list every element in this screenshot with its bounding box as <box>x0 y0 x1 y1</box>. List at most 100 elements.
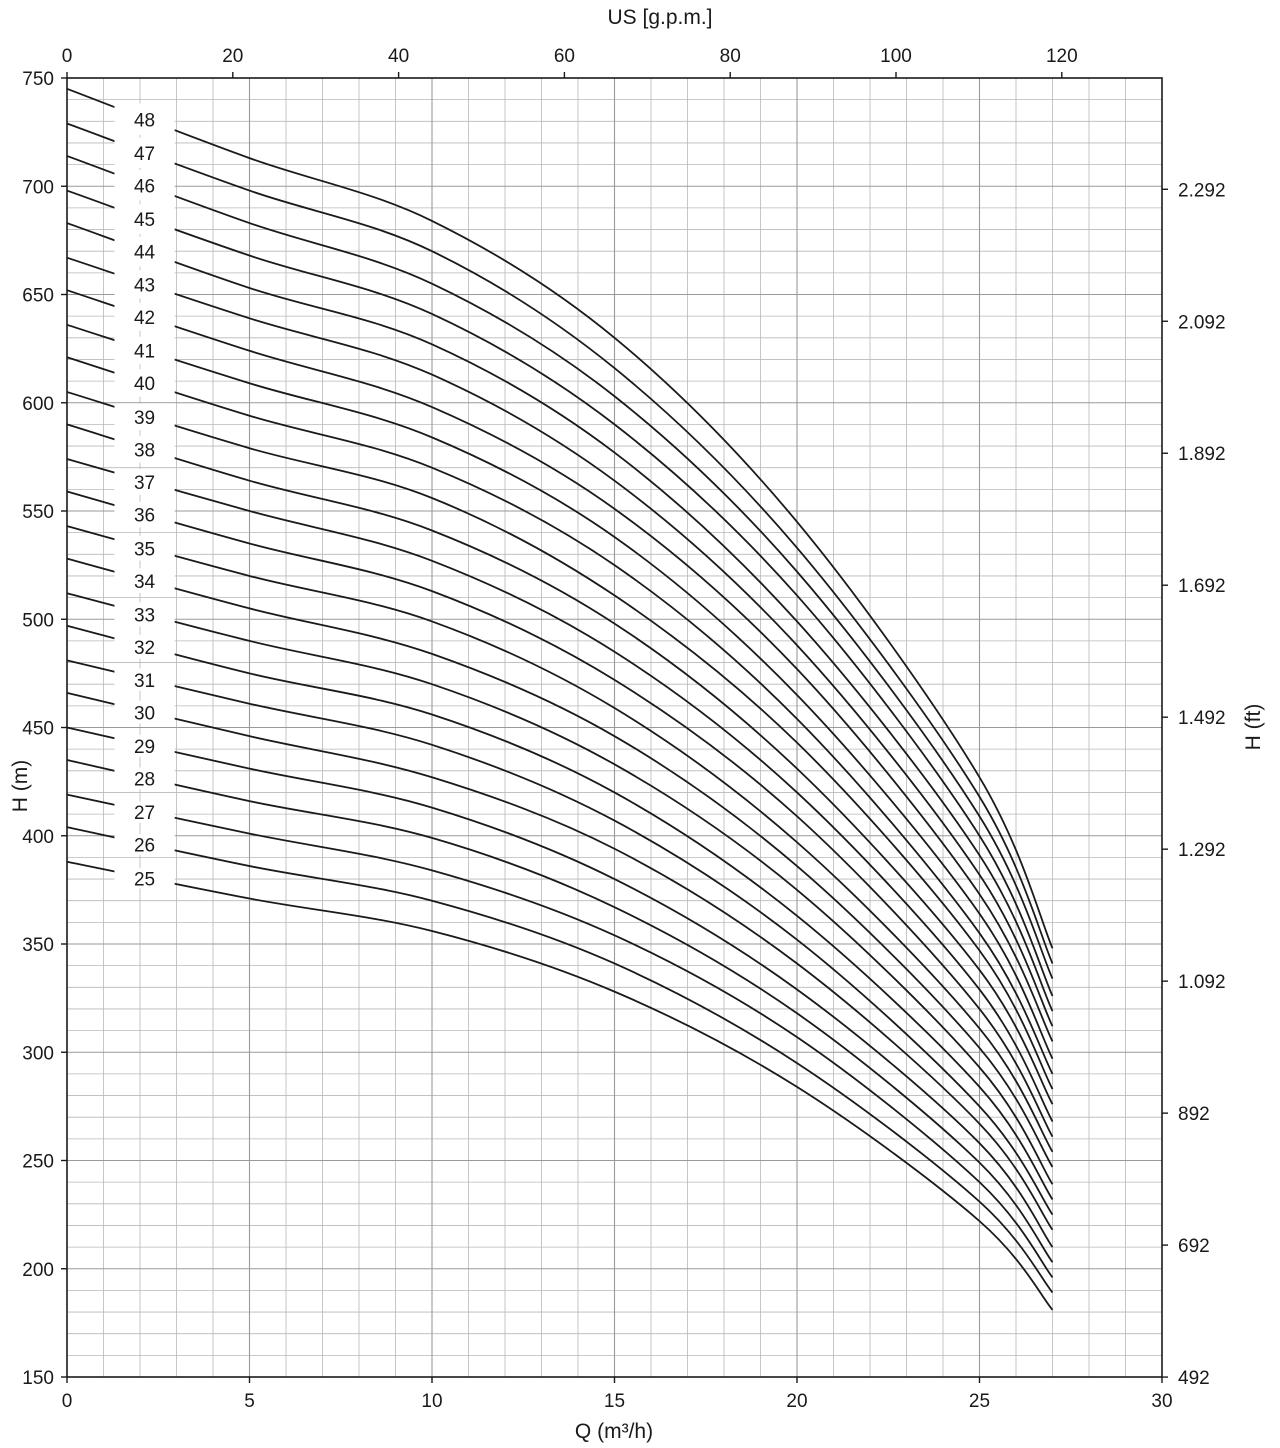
y2-tick-label: 1.892 <box>1178 444 1226 465</box>
curve-label-25: 25 <box>134 869 155 890</box>
curve-label-35: 35 <box>134 539 155 560</box>
y2-tick-label: 892 <box>1178 1104 1210 1125</box>
pump-curve-38 <box>66 423 1054 1105</box>
pump-curve-32 <box>66 624 1054 1200</box>
curve-label-41: 41 <box>134 342 155 363</box>
curve-label-background <box>114 602 175 627</box>
curve-label-background <box>114 501 175 528</box>
curve-label-background <box>114 435 175 463</box>
pump-curve-48 <box>66 87 1054 949</box>
curve-label-background <box>114 369 175 397</box>
y-tick-label: 450 <box>22 719 54 740</box>
y2-tick-label: 692 <box>1178 1236 1210 1257</box>
curve-label-background <box>114 302 175 331</box>
pump-curve-37 <box>66 458 1054 1122</box>
x2-axis-title: US [g.p.m.] <box>607 6 712 29</box>
pump-curve-47 <box>66 122 1054 964</box>
x-axis-bottom: 0 5 10 15 20 25 30 <box>62 1391 1173 1412</box>
y-tick-label: 700 <box>22 177 54 198</box>
pump-curve-36 <box>66 490 1054 1138</box>
x2-tick-label: 60 <box>554 46 575 67</box>
curve-label-44: 44 <box>134 243 156 264</box>
pump-curve-25 <box>66 860 1054 1311</box>
y-tick-label: 750 <box>22 69 54 90</box>
pump-curve-42 <box>66 289 1054 1042</box>
curve-label-48: 48 <box>134 110 155 131</box>
curve-label-background <box>114 767 175 790</box>
curve-label-background <box>114 270 175 299</box>
curve-label-33: 33 <box>134 606 155 627</box>
x2-tick-label: 40 <box>388 46 409 67</box>
curve-label-31: 31 <box>134 671 155 692</box>
x-axis-title: Q (m³/h) <box>575 1420 653 1443</box>
pump-curve-44 <box>66 222 1054 1012</box>
curve-label-29: 29 <box>134 737 155 758</box>
x-tick-label: 30 <box>1151 1391 1172 1412</box>
curve-label-background <box>114 868 175 889</box>
tick-marks <box>61 72 1168 1383</box>
pump-curve-43 <box>66 256 1054 1027</box>
y-tick-label: 600 <box>22 394 54 415</box>
pump-curve-29 <box>66 726 1054 1248</box>
y-tick-label: 400 <box>22 827 54 848</box>
y2-tick-label: 492 <box>1178 1368 1210 1389</box>
pump-curve-35 <box>66 525 1054 1153</box>
y2-tick-label: 1.292 <box>1178 840 1226 861</box>
curve-labels: 25 26 27 28 29 30 31 32 33 34 35 36 37 38 39 40 41 42 43 44… <box>114 103 175 890</box>
curve-label-40: 40 <box>134 374 155 395</box>
y-tick-label: 350 <box>22 935 54 956</box>
curve-label-47: 47 <box>134 144 155 165</box>
x-tick-label: 0 <box>62 1391 73 1412</box>
pump-curve-45 <box>66 189 1054 997</box>
pump-curve-46 <box>66 155 1054 980</box>
pump-curve-39 <box>66 391 1054 1090</box>
y-tick-label: 650 <box>22 286 54 307</box>
curve-label-background <box>114 634 175 659</box>
x2-tick-label: 80 <box>720 46 741 67</box>
y-tick-label: 550 <box>22 502 54 523</box>
y-axis-left: 150 200 250 300 350 400 450 500 550 600 650 700 750 <box>22 69 54 1389</box>
curve-label-26: 26 <box>134 836 155 857</box>
curve-label-background <box>114 336 175 365</box>
curve-label-30: 30 <box>134 703 155 724</box>
curve-label-background <box>114 103 175 135</box>
curve-label-46: 46 <box>134 176 155 197</box>
y2-tick-label: 2.092 <box>1178 312 1226 333</box>
y-tick-label: 300 <box>22 1043 54 1064</box>
pump-curve-30 <box>66 691 1054 1231</box>
pump-curve-40 <box>66 356 1054 1075</box>
curve-label-background <box>114 801 175 823</box>
curve-label-37: 37 <box>134 473 155 494</box>
curve-label-background <box>114 668 175 691</box>
pump-curve-27 <box>66 793 1054 1278</box>
y-tick-label: 500 <box>22 610 54 631</box>
pump-curve-34 <box>66 557 1054 1168</box>
y-tick-label: 250 <box>22 1152 54 1173</box>
pump-curve-31 <box>66 659 1054 1216</box>
x2-tick-label: 0 <box>62 46 73 67</box>
x-tick-label: 25 <box>969 1391 990 1412</box>
curve-label-36: 36 <box>134 506 155 527</box>
curve-label-background <box>114 568 175 593</box>
curve-label-background <box>114 734 175 757</box>
curve-label-background <box>114 204 175 234</box>
x2-tick-label: 100 <box>880 46 912 67</box>
pump-curve-26 <box>66 826 1054 1294</box>
curve-label-28: 28 <box>134 769 155 790</box>
curve-label-background <box>114 170 175 201</box>
pump-curve-41 <box>66 323 1054 1060</box>
y2-tick-label: 1.692 <box>1178 576 1226 597</box>
x-tick-label: 15 <box>604 1391 625 1412</box>
curve-label-background <box>114 403 175 431</box>
curve-label-43: 43 <box>134 275 155 296</box>
curve-label-34: 34 <box>134 572 156 593</box>
x-tick-label: 5 <box>244 1391 255 1412</box>
curve-label-39: 39 <box>134 408 155 429</box>
curve-label-background <box>114 236 175 267</box>
y-axis-right: 492 692 892 1.092 1.292 1.492 1.692 1.892 2.092 2… <box>1178 180 1226 1389</box>
y2-tick-label: 1.492 <box>1178 708 1226 729</box>
y-tick-label: 150 <box>22 1368 54 1389</box>
x-axis-top: 0 20 40 60 80 100 120 <box>62 46 1078 67</box>
curve-label-background <box>114 469 175 495</box>
